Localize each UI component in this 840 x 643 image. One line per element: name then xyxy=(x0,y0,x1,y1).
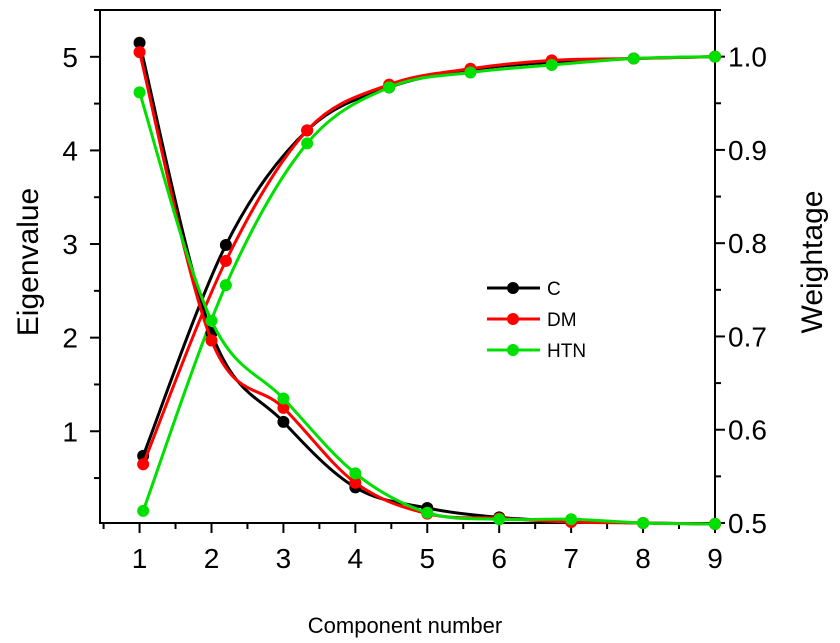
x-tick-label: 2 xyxy=(204,543,220,574)
eigenvalue-point-c xyxy=(133,36,146,49)
y-left-tick-label: 3 xyxy=(62,229,78,260)
weightage-point-htn xyxy=(464,66,477,79)
legend-label-htn: HTN xyxy=(547,341,586,362)
x-tick-label: 6 xyxy=(491,543,507,574)
y-left-tick-label: 4 xyxy=(62,135,78,166)
x-tick-label: 7 xyxy=(563,543,579,574)
legend-label-dm: DM xyxy=(547,310,577,331)
weightage-point-htn xyxy=(709,50,721,63)
x-tick-label: 4 xyxy=(348,543,364,574)
legend-marker-dm xyxy=(507,313,519,325)
weightage-point-dm xyxy=(137,458,150,471)
x-axis-title: Component number xyxy=(308,613,502,638)
eigenvalue-point-htn xyxy=(133,86,146,99)
weightage-point-c xyxy=(219,239,232,252)
eigenvalue-point-htn xyxy=(565,513,578,526)
y-left-tick-label: 5 xyxy=(62,42,78,73)
x-tick-label: 1 xyxy=(132,543,148,574)
eigenvalue-point-htn xyxy=(277,392,290,405)
eigenvalue-point-dm xyxy=(133,46,146,59)
eigenvalue-point-htn xyxy=(709,517,721,530)
x-tick-label: 9 xyxy=(707,543,723,574)
weightage-point-htn xyxy=(301,137,314,150)
legend-marker-c xyxy=(507,282,519,294)
eigenvalue-point-htn xyxy=(349,467,362,480)
weightage-point-htn xyxy=(545,59,558,72)
eigenvalue-point-htn xyxy=(205,314,218,327)
legend: C DM HTN xyxy=(487,279,586,362)
eigenvalue-point-htn xyxy=(421,506,434,519)
y-right-tick-label: 0.8 xyxy=(728,228,767,259)
eigenvalue-line-dm xyxy=(138,51,716,526)
eigenvalue-point-dm xyxy=(277,401,290,414)
x-tick-label: 8 xyxy=(635,543,651,574)
legend-label-c: C xyxy=(547,279,561,300)
weightage-point-htn xyxy=(219,279,232,292)
weightage-point-htn xyxy=(627,52,640,65)
y-left-axis-title: Eigenvalue xyxy=(12,188,45,336)
legend-marker-htn xyxy=(507,344,519,356)
series-layer xyxy=(133,36,721,530)
eigenvalue-line-htn xyxy=(138,91,716,526)
weightage-point-dm xyxy=(219,254,232,267)
weightage-point-dm xyxy=(301,124,314,137)
eigenvalue-point-c xyxy=(277,415,290,428)
y-right-tick-label: 0.6 xyxy=(728,415,767,446)
y-left-tick-label: 1 xyxy=(62,416,78,447)
plot-frame xyxy=(99,9,716,524)
y-right-tick-label: 1.0 xyxy=(728,42,767,73)
x-tick-label: 3 xyxy=(276,543,292,574)
x-tick-label: 5 xyxy=(419,543,435,574)
eigenvalue-point-htn xyxy=(637,517,650,529)
eigenvalue-point-dm xyxy=(205,334,218,347)
weightage-point-htn xyxy=(137,504,150,517)
y-right-tick-label: 0.7 xyxy=(728,321,767,352)
eigenvalue-point-htn xyxy=(493,513,506,526)
y-left-tick-label: 2 xyxy=(62,323,78,354)
axes-frame: 1 2 3 4 5 6 7 8 9 1 2 3 4 5 0.5 0.6 0.7 0.8 0.9 1.0 xyxy=(62,9,767,574)
y-right-tick-label: 0.9 xyxy=(728,135,767,166)
eigenvalue-point-dm xyxy=(349,476,362,489)
weightage-point-htn xyxy=(383,81,396,94)
y-right-tick-label: 0.5 xyxy=(728,508,767,539)
y-right-axis-title: Weightage xyxy=(796,191,829,334)
